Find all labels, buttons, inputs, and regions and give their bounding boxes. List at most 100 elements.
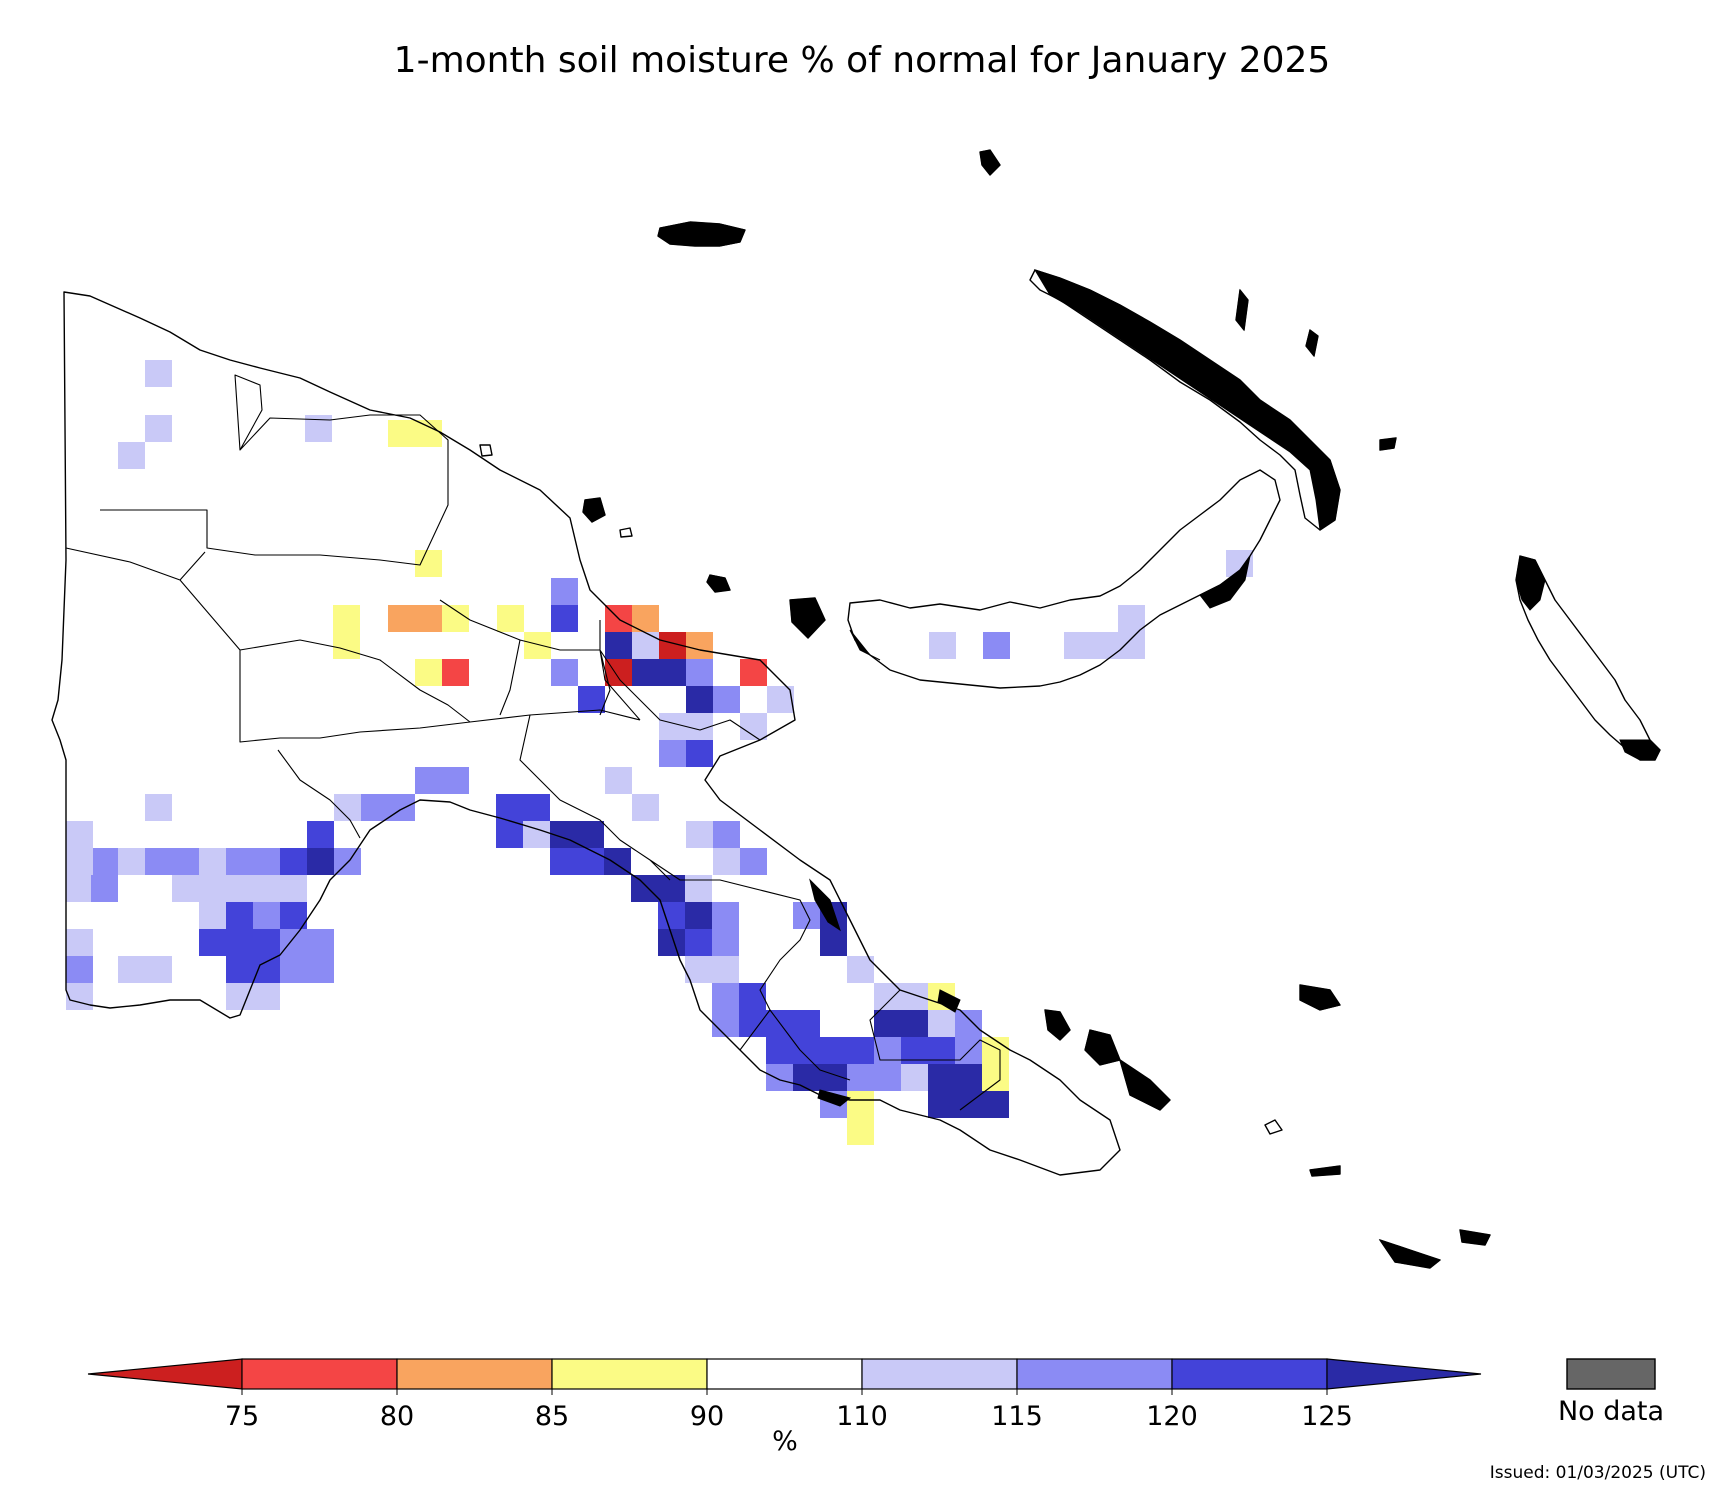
moisture-cell (793, 1010, 820, 1037)
moisture-cell (415, 420, 442, 447)
moisture-cell (577, 821, 604, 848)
moisture-cell (874, 1010, 901, 1037)
colorbar-bin (1016, 1358, 1173, 1390)
moisture-cell (713, 686, 740, 713)
moisture-cell (280, 875, 307, 902)
moisture-cell (226, 848, 253, 875)
moisture-cell (982, 1037, 1009, 1064)
moisture-cell (1118, 632, 1145, 659)
colorbar-unit-label: % (772, 1426, 798, 1457)
moisture-cell (874, 1064, 901, 1091)
moisture-cell (551, 659, 578, 686)
moisture-cell (199, 848, 226, 875)
moisture-cell (496, 794, 523, 821)
moisture-cell (66, 929, 93, 956)
moisture-cell (361, 794, 388, 821)
moisture-cell (793, 902, 820, 929)
moisture-cell (928, 1091, 955, 1118)
moisture-cell (605, 767, 632, 794)
moisture-cell (550, 848, 577, 875)
moisture-cell (713, 848, 740, 875)
moisture-cell (901, 1010, 928, 1037)
moisture-cell (226, 902, 253, 929)
moisture-cell (686, 713, 713, 740)
colorbar-tick-label: 110 (836, 1401, 888, 1432)
moisture-cell (929, 632, 956, 659)
moisture-cell (685, 875, 712, 902)
moisture-cell (145, 956, 172, 983)
moisture-cell (66, 983, 93, 1010)
moisture-cell (199, 929, 226, 956)
moisture-cell (632, 659, 659, 686)
moisture-cell (442, 659, 469, 686)
moisture-cell (497, 605, 524, 632)
no-data-swatch (1566, 1358, 1656, 1390)
moisture-cell (524, 632, 551, 659)
moisture-cell (145, 794, 172, 821)
moisture-cell (766, 1064, 793, 1091)
moisture-cell (713, 821, 740, 848)
moisture-cell (253, 929, 280, 956)
moisture-cell (307, 848, 334, 875)
colorbar-bin (396, 1358, 553, 1390)
moisture-cell (280, 956, 307, 983)
moisture-cell (388, 605, 415, 632)
issued-date: Issued: 01/03/2025 (UTC) (1489, 1463, 1706, 1483)
moisture-cell (685, 902, 712, 929)
moisture-cell (91, 875, 118, 902)
moisture-cell (686, 659, 713, 686)
moisture-cell (118, 848, 145, 875)
north-islets-outline (979, 149, 1397, 1135)
moisture-cell (659, 659, 686, 686)
colorbar-bin (1171, 1358, 1328, 1390)
moisture-cell (66, 848, 93, 875)
moisture-cell (199, 902, 226, 929)
moisture-cell (847, 956, 874, 983)
moisture-cell (334, 848, 361, 875)
moisture-cell (686, 821, 713, 848)
moisture-cell (605, 632, 632, 659)
moisture-cell (578, 686, 605, 713)
moisture-cell (415, 605, 442, 632)
colorbar-tick-label: 125 (1301, 1401, 1353, 1432)
moisture-cell (658, 875, 685, 902)
colorbar-ticks: 75 80 85 90 110 115 120 125 (225, 1389, 1353, 1432)
new-britain-outline (847, 469, 1281, 689)
land-outlines (51, 149, 1661, 1269)
province-boundaries (65, 374, 1001, 1111)
moisture-cell (631, 875, 658, 902)
mainland-outline (51, 291, 1121, 1176)
moisture-cell (740, 659, 767, 686)
moisture-cell (632, 632, 659, 659)
moisture-cell (955, 1010, 982, 1037)
moisture-cell (523, 821, 550, 848)
moisture-cell (172, 848, 199, 875)
moisture-cell (307, 956, 334, 983)
moisture-cell (874, 983, 901, 1010)
colorbar-tick-label: 85 (535, 1401, 569, 1432)
moisture-cell (577, 848, 604, 875)
moisture-cell (253, 902, 280, 929)
moisture-cell (659, 740, 686, 767)
colorbar-bin (706, 1358, 863, 1390)
moisture-cell (820, 929, 847, 956)
moisture-cell (226, 875, 253, 902)
moisture-cell (1118, 605, 1145, 632)
moisture-cell (415, 659, 442, 686)
moisture-cell (388, 794, 415, 821)
moisture-cell (66, 875, 93, 902)
moisture-cell (226, 929, 253, 956)
moisture-cell (307, 929, 334, 956)
moisture-cell (712, 956, 739, 983)
moisture-cell (307, 821, 334, 848)
moisture-cell (66, 956, 93, 983)
moisture-cell (280, 929, 307, 956)
colorbar-tick-label: 80 (380, 1401, 414, 1432)
moisture-cell (686, 686, 713, 713)
moisture-cell (847, 1118, 874, 1145)
moisture-cell (334, 794, 361, 821)
moisture-cell (686, 740, 713, 767)
moisture-cell (199, 875, 226, 902)
moisture-cell (333, 605, 360, 632)
